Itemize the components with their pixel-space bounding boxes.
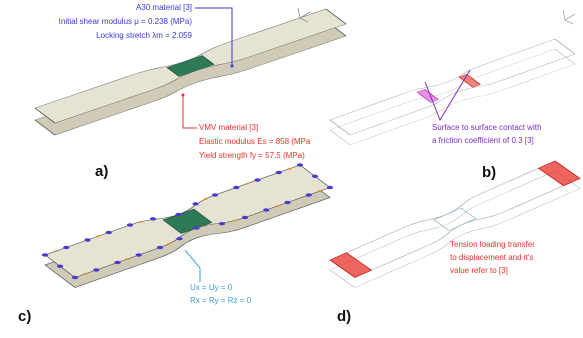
annotation: value refer to [3]	[450, 266, 508, 275]
annotation: Yield strength fy = 57.5 (MPa)	[199, 151, 305, 160]
annotation: to displacement and it's	[450, 253, 533, 262]
leader-line	[185, 250, 200, 282]
annotation: Locking stretch λm = 2.059	[96, 31, 192, 40]
annotation: Tension loading transfer	[450, 240, 535, 249]
a30-section	[434, 208, 476, 230]
axes-triad	[563, 10, 575, 24]
specimen	[330, 39, 575, 135]
annotation: Ux = Uy = 0	[190, 283, 233, 292]
annotation: A30 material [3]	[136, 3, 192, 12]
panel-d: Tension loading transfer to displacement…	[330, 161, 580, 325]
panel-label: c)	[18, 308, 31, 325]
leader-line	[183, 95, 197, 128]
specimen	[41, 163, 335, 280]
panel-label: d)	[337, 308, 351, 325]
load-surface	[330, 253, 372, 278]
annotation: Initial shear modulus μ = 0.238 (MPa)	[59, 17, 193, 26]
panel-b: Surface to surface contact with a fricti…	[330, 10, 575, 181]
annotation: Rx = Ry = Rz = 0	[190, 296, 252, 305]
load-surface	[539, 161, 581, 186]
panel-label: b)	[482, 164, 496, 181]
panel-label: a)	[95, 163, 108, 180]
annotation: VMV material [3]	[199, 123, 258, 132]
annotation: a friction coefficient of 0.3 [3]	[432, 136, 534, 145]
figure: A30 material [3] Initial shear modulus μ…	[0, 0, 583, 338]
contact-surface	[417, 89, 438, 102]
annotation: Elastic modulus Es = 858 (MPa	[199, 137, 311, 146]
leader-dot	[231, 65, 234, 68]
leader-dot	[182, 94, 185, 97]
contact-surface	[459, 74, 480, 87]
annotation: Surface to surface contact with	[432, 123, 541, 132]
panel-a: A30 material [3] Initial shear modulus μ…	[35, 3, 346, 180]
panel-c: Ux = Uy = 0 Rx = Ry = Rz = 0 c)	[18, 163, 334, 325]
